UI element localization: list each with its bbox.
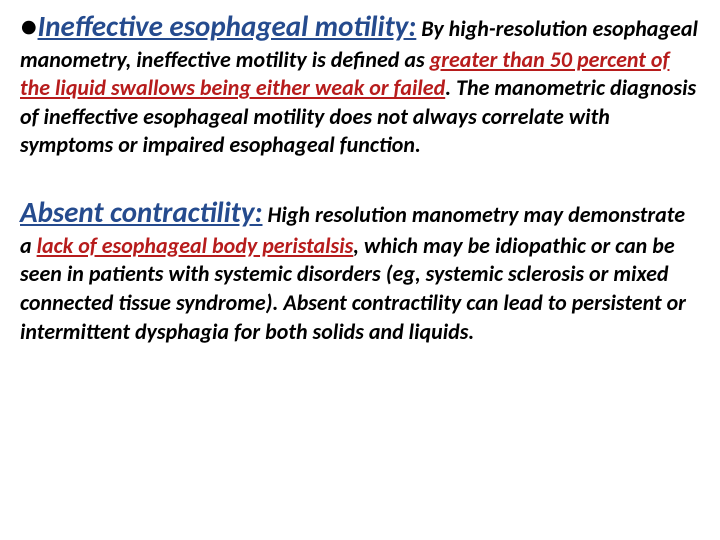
paragraph-absent-contractility: Absent contractility: High resolution ma…	[20, 194, 700, 346]
heading-ineffective-motility: Ineffective esophageal motility:	[38, 8, 417, 44]
paragraph-ineffective-motility: ●Ineffective esophageal motility: By hig…	[20, 8, 700, 160]
key-phrase-absent: lack of esophageal body peristalsis	[37, 232, 354, 259]
bullet-icon: ●	[20, 8, 38, 44]
heading-absent-contractility: Absent contractility:	[20, 194, 263, 230]
